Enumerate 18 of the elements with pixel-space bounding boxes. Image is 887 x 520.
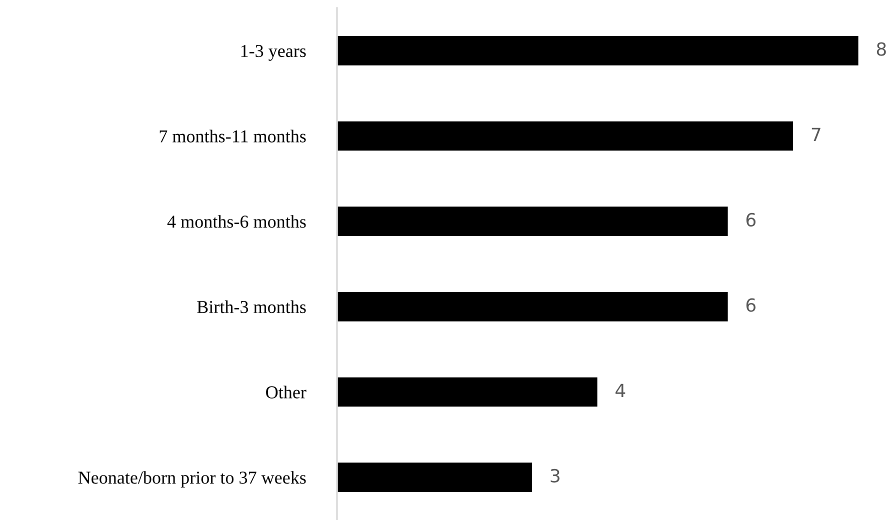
data-label: 7	[812, 128, 820, 141]
y-tick-label: Birth-3 months	[197, 300, 306, 314]
y-tick-label: 7 months-11 months	[160, 130, 306, 142]
bar	[337, 376, 599, 408]
bar	[337, 120, 794, 152]
data-label: 8	[876, 42, 886, 56]
bar	[337, 34, 859, 67]
bar	[337, 461, 534, 494]
bar	[337, 290, 730, 323]
data-label: 3	[550, 468, 560, 483]
data-label: 6	[746, 298, 756, 312]
y-tick-label: 1-3 years	[241, 44, 306, 61]
data-label: 4	[616, 384, 626, 397]
y-tick-label: 4 months-6 months	[167, 215, 306, 228]
y-tick-label: Other	[266, 386, 306, 398]
data-label: 6	[746, 212, 756, 227]
y-tick-label: Neonate/born prior to 37 weeks	[78, 471, 306, 488]
bar	[337, 205, 730, 238]
